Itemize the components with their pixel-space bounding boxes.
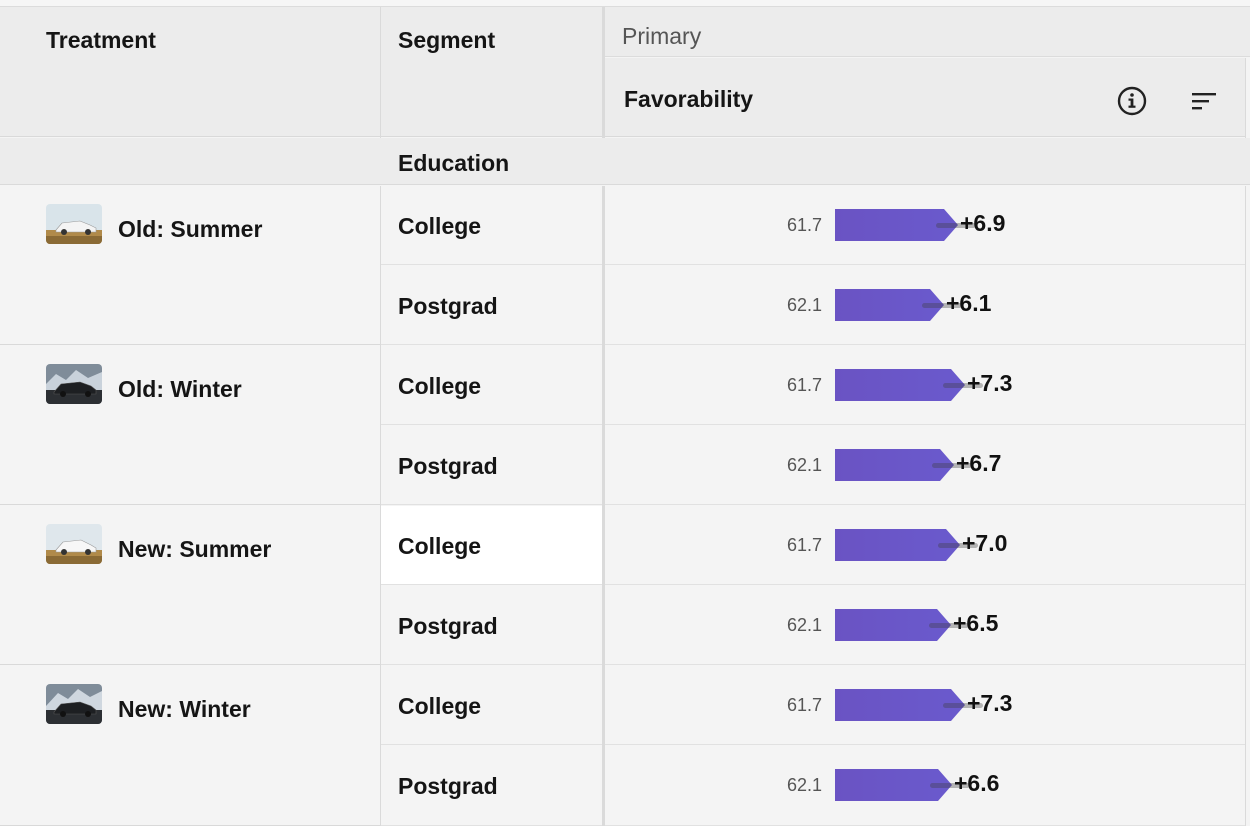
- top-strip: [0, 0, 1250, 7]
- segment-label: Postgrad: [398, 453, 498, 479]
- segment-label: College: [398, 693, 482, 719]
- segment-cell[interactable]: College: [381, 186, 602, 265]
- favorability-cell: 62.1 +6.7: [605, 426, 1245, 505]
- segment-cell[interactable]: Postgrad: [381, 746, 602, 826]
- segment-label: College: [398, 373, 482, 399]
- favorability-cell: 61.7 +6.9: [605, 186, 1245, 265]
- segment-label: Postgrad: [398, 613, 498, 639]
- treatment-label: Old: Summer: [118, 216, 263, 242]
- baseline-value: 62.1: [786, 775, 822, 795]
- group-row-education: Education: [0, 138, 1250, 185]
- lift-value: +6.6: [954, 770, 1000, 796]
- column-divider: [602, 7, 605, 138]
- segment-label: Postgrad: [398, 293, 498, 319]
- treatment-cell[interactable]: New: Winter: [0, 666, 380, 826]
- lift-value: +6.7: [956, 450, 1002, 476]
- info-icon[interactable]: [1116, 85, 1148, 117]
- header-treatment-label: Treatment: [46, 27, 156, 53]
- treatment-label: New: Summer: [118, 536, 272, 562]
- treatment-cell[interactable]: New: Summer: [0, 506, 380, 665]
- header-favorability-cell[interactable]: Favorability: [605, 58, 1245, 137]
- favorability-cell: 61.7 +7.0: [605, 506, 1245, 585]
- winter-car-thumbnail: [46, 684, 102, 724]
- lift-bar: [835, 689, 983, 721]
- treatment-label: New: Winter: [118, 696, 251, 722]
- segment-cell[interactable]: Postgrad: [381, 266, 602, 345]
- lift-bar: [835, 529, 978, 561]
- lift-bar: [835, 609, 969, 641]
- baseline-value: 62.1: [786, 295, 822, 315]
- column-divider: [380, 7, 381, 138]
- segment-label: Postgrad: [398, 773, 498, 799]
- treatment-label: Old: Winter: [118, 376, 242, 402]
- lift-bar: [835, 209, 976, 241]
- favorability-cell: 62.1 +6.1: [605, 266, 1245, 345]
- favorability-cell: 61.7 +7.3: [605, 346, 1245, 425]
- segment-cell[interactable]: Postgrad: [381, 426, 602, 505]
- baseline-value: 62.1: [786, 455, 822, 475]
- segment-label: College: [398, 533, 482, 559]
- header-segment-cell: Segment: [381, 7, 602, 137]
- lift-value: +6.1: [946, 290, 992, 316]
- segment-label: College: [398, 213, 482, 239]
- baseline-value: 61.7: [786, 215, 822, 235]
- treatment-cell[interactable]: Old: Winter: [0, 346, 380, 505]
- segment-cell-selected[interactable]: College: [381, 506, 602, 585]
- header-primary-label: Primary: [622, 23, 702, 49]
- summer-car-thumbnail: [46, 524, 102, 564]
- column-divider: [602, 186, 605, 826]
- segment-cell[interactable]: College: [381, 346, 602, 425]
- lift-value: +6.9: [960, 210, 1006, 236]
- lift-bar: [835, 289, 962, 321]
- winter-car-thumbnail: [46, 364, 102, 404]
- column-divider: [380, 186, 381, 826]
- baseline-value: 62.1: [786, 615, 822, 635]
- lift-value: +7.3: [967, 370, 1013, 396]
- lift-bar: [835, 369, 983, 401]
- group-label: Education: [398, 150, 510, 176]
- lift-bar: [835, 449, 972, 481]
- column-divider: [1245, 186, 1246, 826]
- header-treatment-cell: Treatment: [0, 7, 380, 137]
- header-segment-label: Segment: [398, 27, 496, 53]
- segment-cell[interactable]: College: [381, 666, 602, 745]
- baseline-value: 61.7: [786, 535, 822, 555]
- header-favorability-label: Favorability: [624, 86, 754, 112]
- segment-cell[interactable]: Postgrad: [381, 586, 602, 665]
- lift-value: +6.5: [953, 610, 999, 636]
- favorability-cell: 62.1 +6.6: [605, 746, 1245, 826]
- lift-bar: [835, 769, 970, 801]
- lift-value: +7.0: [962, 530, 1008, 556]
- sort-icon[interactable]: [1188, 85, 1220, 117]
- baseline-value: 61.7: [786, 375, 822, 395]
- lift-value: +7.3: [967, 690, 1013, 716]
- favorability-cell: 61.7 +7.3: [605, 666, 1245, 745]
- favorability-cell: 62.1 +6.5: [605, 586, 1245, 665]
- baseline-value: 61.7: [786, 695, 822, 715]
- column-divider: [1245, 58, 1246, 138]
- header-primary-group: Primary: [605, 7, 1250, 57]
- summer-car-thumbnail: [46, 204, 102, 244]
- treatment-cell[interactable]: Old: Summer: [0, 186, 380, 345]
